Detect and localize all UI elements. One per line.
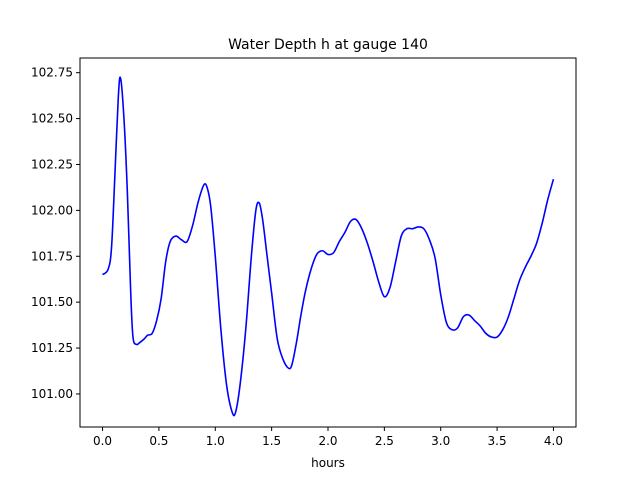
chart-title: Water Depth h at gauge 140 [228, 37, 428, 53]
x-tick-label: 4.0 [544, 434, 563, 448]
x-tick-label: 1.0 [206, 434, 225, 448]
y-tick-label: 101.25 [31, 341, 73, 355]
y-tick-label: 102.00 [31, 203, 73, 217]
y-axis: 101.00 101.25 101.50 101.75 102.00 102.25 102.… [31, 66, 80, 401]
y-tick-label: 101.75 [31, 249, 73, 263]
x-tick-label: 3.5 [488, 434, 507, 448]
x-tick-label: 0.0 [93, 434, 112, 448]
x-tick-label: 2.0 [318, 434, 337, 448]
x-tick-label: 1.5 [262, 434, 281, 448]
plot-area [101, 76, 555, 417]
y-tick-label: 102.25 [31, 157, 73, 171]
x-axis-label: hours [311, 456, 345, 470]
x-tick-label: 2.5 [375, 434, 394, 448]
y-tick-label: 101.50 [31, 295, 73, 309]
y-tick-label: 102.50 [31, 112, 73, 126]
y-tick-label: 102.75 [31, 66, 73, 80]
series-line-0 [101, 76, 555, 417]
x-tick-label: 0.5 [149, 434, 168, 448]
x-tick-label: 3.0 [431, 434, 450, 448]
x-axis: 0.0 0.5 1.0 1.5 2.0 2.5 3.0 3.5 4.0 [93, 427, 563, 448]
y-tick-label: 101.00 [31, 387, 73, 401]
